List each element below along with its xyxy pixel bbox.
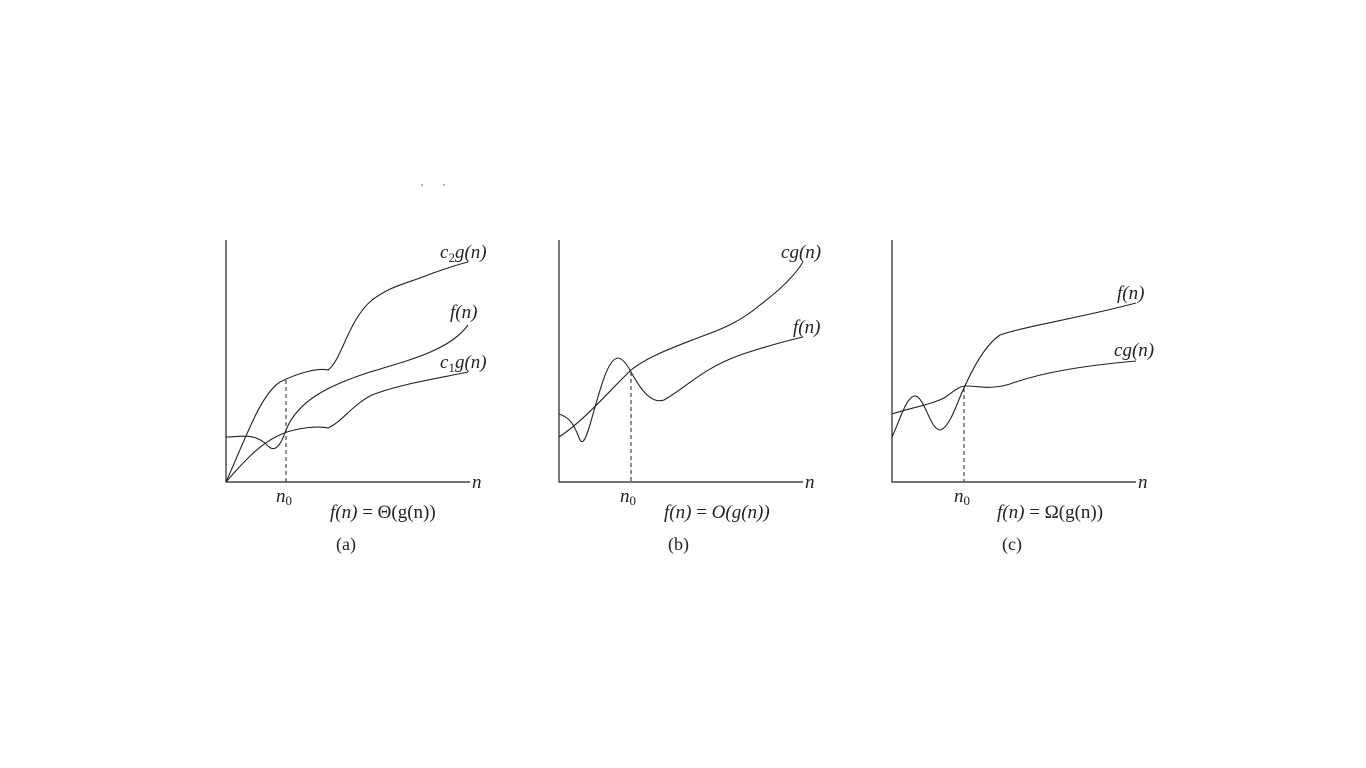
threshold-label: n0 (954, 486, 970, 508)
axes (891, 240, 1136, 483)
curve-c1-g (225, 371, 469, 483)
x-axis-label: n (1138, 472, 1148, 493)
label-c-g: cg(n) (1114, 340, 1154, 361)
threshold-label: n0 (620, 486, 636, 508)
label-f: f(n) (1117, 283, 1144, 304)
label-c2-g: c2g(n) (440, 242, 487, 265)
panel-caption: (a) (336, 534, 356, 555)
x-axis-label: n (805, 472, 815, 493)
label-c-g: cg(n) (781, 242, 821, 263)
label-f: f(n) (793, 317, 820, 338)
threshold-label: n0 (276, 486, 292, 508)
curve-f (225, 324, 469, 450)
panel-omega: n n0 f(n) cg(n) f(n) = Ω(g(n)) (c) (891, 240, 1154, 555)
axes (558, 240, 803, 483)
formula: f(n) = Θ(g(n)) (330, 502, 436, 523)
formula: f(n) = O(g(n)) (664, 502, 770, 523)
curve-c-g (891, 360, 1137, 415)
curve-c2-g (225, 261, 469, 483)
curve-f (558, 336, 804, 443)
formula: f(n) = Ω(g(n)) (997, 502, 1103, 523)
panel-theta: n n0 c2g(n) f(n) c1g(n) f(n) = Θ(g(n)) (… (225, 240, 487, 555)
curve-f (891, 302, 1137, 438)
panel-caption: (b) (668, 534, 689, 555)
x-axis-label: n (472, 472, 482, 493)
panel-caption: (c) (1002, 534, 1022, 555)
curve-c-g (558, 261, 804, 438)
panel-big-o: n n0 cg(n) f(n) f(n) = O(g(n)) (b) (558, 240, 821, 555)
label-f: f(n) (450, 302, 477, 323)
label-c1-g: c1g(n) (440, 352, 487, 375)
